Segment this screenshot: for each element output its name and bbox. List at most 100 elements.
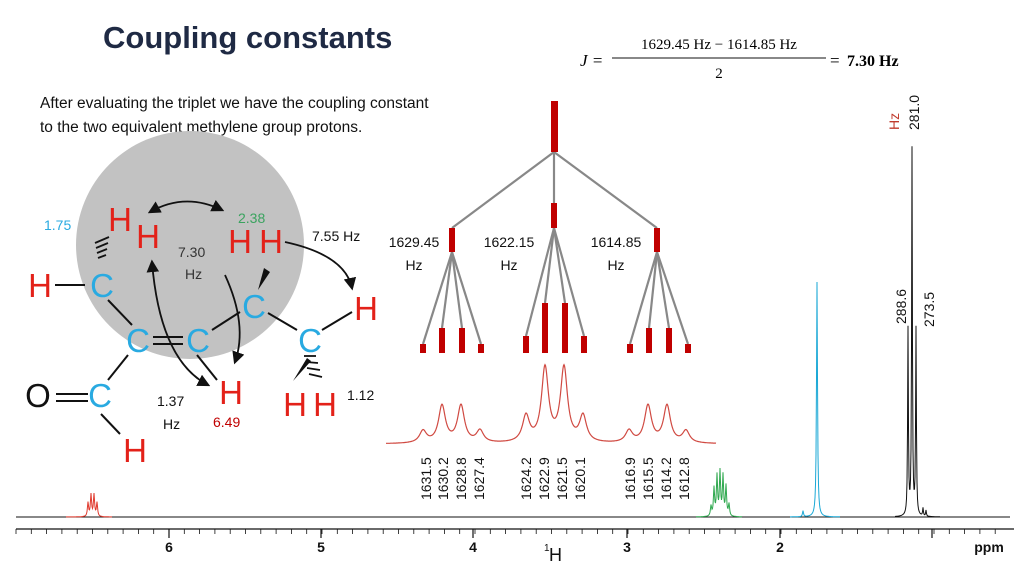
peak-label-1612-8: 1612.8	[676, 457, 692, 500]
hydrogen-f: H	[313, 386, 337, 423]
intro-text: After evaluating the triplet we have the…	[40, 92, 510, 140]
intro-line-2: to the two equivalent methylene group pr…	[40, 119, 363, 136]
tree-line	[450, 251, 483, 345]
tree-bar-leaf	[478, 344, 484, 353]
spectrum-peak-green	[696, 467, 743, 518]
arrow-137	[146, 259, 211, 387]
wedge-bond	[293, 358, 311, 381]
bond-c4-c5	[267, 312, 298, 331]
j-label-137-unit: Hz	[163, 416, 180, 432]
tree-bar-leaf	[666, 328, 672, 353]
x-tick-label-2: 2	[776, 539, 784, 555]
peak-label-1624-2: 1624.2	[518, 457, 534, 500]
hydrogen-e: H	[283, 386, 307, 423]
tree-line	[655, 251, 690, 345]
hash	[96, 248, 108, 254]
spectrum: 281.0 Hz 288.6 273.5 6 5 4 3 2 ppm 1 H	[15, 95, 1014, 565]
tree-label-1629-unit: Hz	[405, 257, 422, 273]
tree-bar-leaf	[420, 344, 426, 353]
coupling-arrows	[146, 199, 357, 387]
tree-line	[647, 251, 659, 329]
tree-line	[421, 251, 454, 345]
peak-label-1614-2: 1614.2	[658, 457, 674, 500]
spectrum-peak-black	[895, 146, 940, 518]
tree-label-1614-value: 1614.85	[591, 234, 642, 250]
tree-bar-leaf	[542, 303, 548, 353]
formula-lhs: J =	[580, 51, 603, 70]
peak-label-1627-4: 1627.4	[471, 457, 487, 500]
tree-bar-level1	[449, 228, 455, 252]
intro-line-1: After evaluating the triplet we have the…	[40, 95, 429, 112]
tree-bar-leaf	[646, 328, 652, 353]
bond-c6-h	[100, 413, 121, 435]
coupling-formula: J = 1629.45 Hz − 1614.85 Hz 2 = 7.30 Hz	[580, 37, 899, 82]
tree-bar-root	[551, 101, 558, 152]
highlight-circle	[76, 131, 304, 359]
arrow-175-238	[147, 199, 225, 214]
tree-lines	[421, 151, 690, 345]
minor-ticks	[15, 529, 996, 538]
peak-label-1620-1: 1620.1	[572, 457, 588, 500]
atoms: C C C C C C O H H H H H H H H H H	[25, 201, 378, 469]
formula-equals: =	[830, 51, 840, 70]
hydrogen-left: H	[28, 267, 52, 304]
tree-bar-leaf	[581, 336, 587, 353]
tree-line	[451, 151, 555, 229]
tree-bar-level1	[551, 203, 557, 228]
tree-label-1622-unit: Hz	[500, 257, 517, 273]
hydrogen-a: H	[108, 201, 132, 238]
peak-label-273-5: 273.5	[921, 292, 937, 327]
tree-bar-level1	[654, 228, 660, 252]
peak-label-1628-8: 1628.8	[453, 457, 469, 500]
peak-label-288-6: 288.6	[893, 289, 909, 324]
tree-bar-leaf	[685, 344, 691, 353]
carbon-c5: C	[298, 322, 322, 359]
x-tick-label-4: 4	[469, 539, 477, 555]
hash	[306, 367, 321, 371]
tree-line	[543, 227, 556, 304]
shift-label-175: 1.75	[44, 217, 71, 233]
arrow-730	[224, 274, 245, 365]
hash	[308, 373, 323, 378]
spectrum-peak-cyan	[790, 281, 840, 518]
tree-line	[440, 251, 454, 329]
shift-label-238: 2.38	[238, 210, 265, 226]
tree-line	[655, 251, 671, 329]
formula-numerator: 1629.45 Hz − 1614.85 Hz	[641, 37, 797, 53]
formula-result: 7.30 Hz	[847, 53, 899, 70]
peak-label-281-unit: Hz	[886, 113, 902, 130]
hash	[95, 242, 109, 249]
splitting-tree: 1629.45 Hz 1622.15 Hz 1614.85 Hz	[389, 101, 691, 353]
j-label-137: 1.37	[157, 393, 184, 409]
peak-label-1615-5: 1615.5	[640, 457, 656, 500]
arrow-755	[284, 241, 357, 291]
nucleus-mass-number: 1	[544, 543, 550, 554]
tree-bar-leaf	[523, 336, 529, 353]
hash	[94, 236, 110, 244]
peak-label-1631-5: 1631.5	[418, 457, 434, 500]
hydrogen-c: H	[228, 223, 252, 260]
molecule: C C C C C C O H H H H H H H H H H 1.75 2…	[25, 131, 378, 469]
j-label-755: 7.55 Hz	[312, 228, 360, 244]
peak-label-281: 281.0	[906, 95, 922, 130]
bond-c2-c6	[107, 354, 129, 381]
multiplet-peak-labels: 1631.5 1630.2 1628.8 1627.4 1624.2 1622.…	[418, 457, 692, 500]
x-axis-unit: ppm	[974, 539, 1004, 555]
nucleus-symbol: H	[549, 545, 562, 565]
carbon-c2: C	[126, 322, 150, 359]
spectrum-peak-red	[66, 492, 112, 518]
carbon-c4: C	[242, 288, 266, 325]
tree-line	[450, 251, 464, 329]
tree-label-1629-value: 1629.45	[389, 234, 440, 250]
hash	[97, 254, 107, 259]
tree-bars	[420, 101, 691, 353]
x-tick-label-3: 3	[623, 539, 631, 555]
oxygen: O	[25, 377, 51, 414]
tree-bar-leaf	[562, 303, 568, 353]
x-axis-tick-labels: 6 5 4 3 2 ppm	[165, 539, 1004, 555]
tree-line	[553, 151, 658, 229]
tree-line	[524, 227, 556, 337]
bond-c1-c2	[107, 299, 133, 326]
wedge-bond	[258, 268, 270, 290]
